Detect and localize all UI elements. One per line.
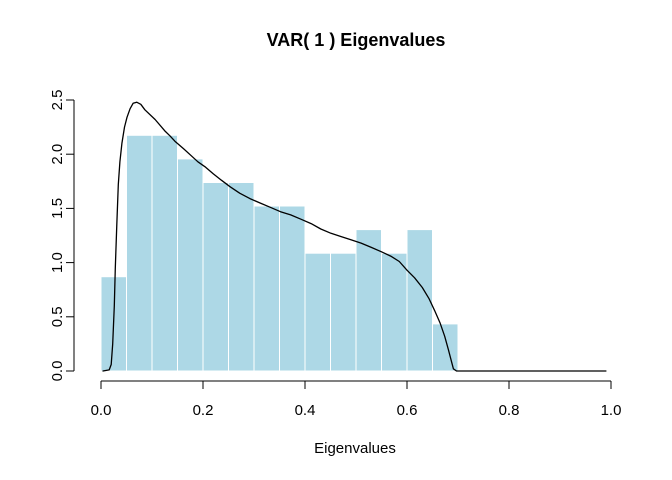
histogram-bar (381, 252, 408, 372)
y-tick-label: 1.0 (49, 252, 66, 273)
histogram-bar (177, 158, 204, 372)
tick-labels: 0.0 0.2 0.4 0.6 0.8 1.0 0.0 0.5 1.0 1.5 2.0 2.5 (49, 90, 621, 419)
density-curve (102, 101, 607, 372)
histogram-bar (228, 182, 255, 372)
y-tick-label: 2.0 (49, 144, 66, 165)
histogram-bar (304, 252, 331, 372)
histogram-bar (253, 205, 280, 372)
histogram-bar (406, 229, 433, 372)
y-tick-label: 1.5 (49, 198, 66, 219)
histogram-bar (330, 252, 357, 372)
histogram-bar (126, 134, 153, 372)
x-tick-label: 0.4 (295, 402, 316, 419)
histogram-bar (355, 229, 382, 372)
x-axis-title: Eigenvalues (314, 440, 396, 457)
chart-title: VAR( 1 ) Eigenvalues (266, 30, 446, 50)
y-tick-label: 0.0 (49, 361, 66, 382)
y-tick-label: 2.5 (49, 90, 66, 111)
histogram-bar (151, 134, 178, 372)
x-tick-label: 0.6 (397, 402, 418, 419)
x-tick-label: 1.0 (601, 402, 622, 419)
histogram-bars (100, 134, 459, 372)
x-tick-label: 0.8 (499, 402, 520, 419)
x-tick-label: 0.2 (193, 402, 214, 419)
histogram-bar (279, 205, 306, 372)
histogram-bar (202, 182, 229, 372)
y-tick-label: 0.5 (49, 306, 66, 327)
x-tick-label: 0.0 (91, 402, 112, 419)
axes (66, 99, 612, 389)
histogram-bar (432, 323, 459, 372)
